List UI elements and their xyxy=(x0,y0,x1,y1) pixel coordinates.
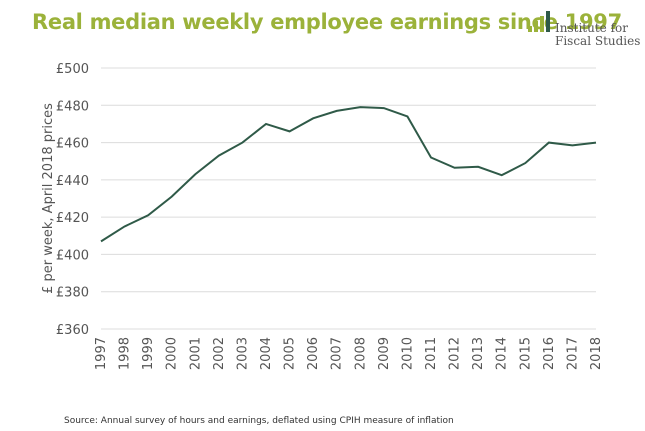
y-tick-label: £440 xyxy=(56,174,89,189)
earnings-line-chart: £360£380£400£420£440£460£480£500 1997 199… xyxy=(41,62,604,370)
logo-bar xyxy=(540,16,544,32)
logo-text-line2: Fiscal Studies xyxy=(555,34,641,48)
logo-bar xyxy=(528,26,532,32)
y-tick-label: £460 xyxy=(56,137,89,152)
x-tick-label: 2011 xyxy=(424,337,439,370)
x-axis-ticks: 1997 1998 1999 2000 2001 2002 2003 2004 2005 2006… xyxy=(94,337,604,370)
logo-bar xyxy=(546,11,550,32)
x-tick-label: 1997 xyxy=(94,337,109,370)
x-tick-label: 2010 xyxy=(400,337,415,370)
x-tick-label: 2018 xyxy=(589,337,604,370)
y-tick-label: £400 xyxy=(56,248,89,263)
y-tick-label: £480 xyxy=(56,99,89,114)
y-tick-label: £420 xyxy=(56,211,89,226)
x-tick-label: 2003 xyxy=(235,337,250,370)
source-note: Source: Annual survey of hours and earni… xyxy=(64,416,454,426)
earnings-series-line xyxy=(100,106,597,243)
y-tick-label: £380 xyxy=(56,286,89,301)
logo-text: Institute for Fiscal Studies xyxy=(555,22,640,48)
x-tick-label: 2004 xyxy=(259,337,274,370)
x-tick-label: 2012 xyxy=(448,337,463,370)
ifs-logo: Institute for Fiscal Studies xyxy=(528,10,640,50)
y-axis-label: £ per week, April 2018 prices xyxy=(41,103,56,294)
bar-logo-icon xyxy=(528,11,550,32)
chart-title: Real median weekly employee earnings sin… xyxy=(32,10,622,34)
y-tick-label: £500 xyxy=(56,62,89,77)
x-tick-label: 2005 xyxy=(283,337,298,370)
logo-bar xyxy=(534,21,538,32)
logo-text-line1: Institute for xyxy=(555,21,628,35)
x-tick-label: 2015 xyxy=(518,337,533,370)
x-tick-label: 2016 xyxy=(542,337,557,370)
x-tick-label: 2000 xyxy=(165,337,180,370)
x-tick-label: 2009 xyxy=(377,337,392,370)
x-tick-label: 2007 xyxy=(330,337,345,370)
x-tick-label: 2002 xyxy=(212,337,227,370)
gridlines xyxy=(101,67,596,330)
x-tick-label: 2017 xyxy=(565,337,580,370)
x-tick-label: 2006 xyxy=(306,337,321,370)
y-tick-label: £360 xyxy=(56,323,89,338)
x-tick-label: 1999 xyxy=(141,337,156,370)
x-tick-label: 1998 xyxy=(118,337,133,370)
x-tick-label: 2013 xyxy=(471,337,486,370)
y-axis-ticks: £360 £380 £400 £420 £440 £460 £480 £500 xyxy=(56,62,89,338)
x-tick-label: 2014 xyxy=(495,337,510,370)
x-tick-label: 2001 xyxy=(188,337,203,370)
x-tick-label: 2008 xyxy=(353,337,368,370)
